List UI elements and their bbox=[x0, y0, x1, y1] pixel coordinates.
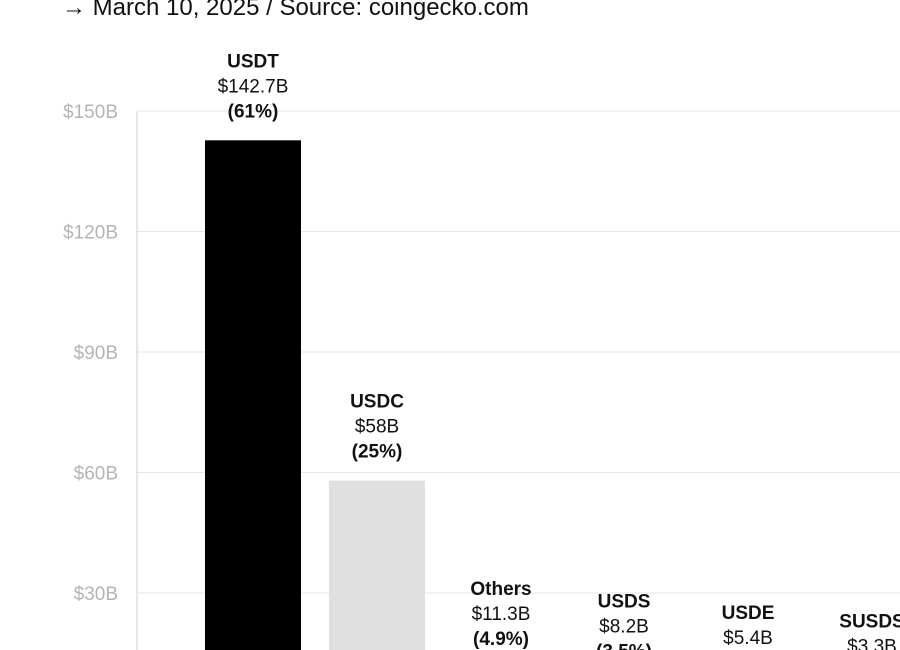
bar-label-value: $11.3B bbox=[472, 604, 531, 625]
bar-label-name: Others bbox=[470, 579, 531, 600]
bar-label-name: SUSDS bbox=[839, 611, 900, 632]
y-tick-label: $120B bbox=[63, 223, 118, 244]
y-tick-label: $60B bbox=[74, 464, 118, 485]
bar-usdt bbox=[205, 140, 301, 650]
y-tick-label: $30B bbox=[74, 584, 118, 605]
y-tick-label: $90B bbox=[74, 343, 118, 364]
bar-label-name: USDC bbox=[350, 392, 404, 413]
y-tick-label: $150B bbox=[63, 102, 118, 123]
bar-label-value: $142.7B bbox=[218, 76, 289, 97]
bar-label-value: $3.3B bbox=[847, 636, 897, 650]
bar-label-name: USDS bbox=[598, 592, 651, 613]
bar-label-share: (61%) bbox=[228, 101, 279, 122]
bar-label-share: (3.5%) bbox=[596, 642, 652, 650]
bar-label-share: (25%) bbox=[352, 442, 403, 463]
bar-label-name: USDE bbox=[722, 603, 775, 624]
bar-usdc bbox=[329, 480, 425, 650]
bar-label-share: (4.9%) bbox=[473, 629, 529, 650]
chart-subtitle: → March 10, 2025 / Source: coingecko.com bbox=[62, 0, 529, 21]
bar-label-value: $5.4B bbox=[723, 628, 773, 649]
bar-label-value: $58B bbox=[355, 417, 399, 438]
bar-label-name: USDT bbox=[227, 51, 279, 72]
bar-label-value: $8.2B bbox=[599, 617, 649, 638]
